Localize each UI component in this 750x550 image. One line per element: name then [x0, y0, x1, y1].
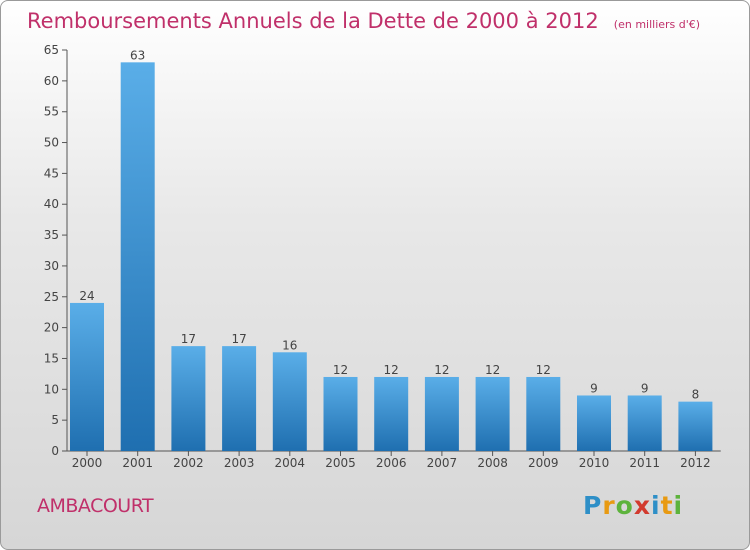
x-tick-label: 2006 — [376, 456, 407, 470]
chart-title-main: Remboursements Annuels de la Dette de 20… — [27, 9, 599, 33]
bar-2010 — [577, 395, 611, 451]
bar-2008 — [475, 376, 510, 451]
bar-2011 — [627, 395, 662, 451]
bar-value-label: 12 — [333, 363, 348, 377]
bar-value-label: 17 — [181, 332, 196, 346]
y-tick-label: 65 — [44, 43, 59, 57]
y-tick-label: 35 — [44, 228, 59, 242]
bar-value-label: 12 — [485, 363, 500, 377]
y-tick-label: 40 — [44, 197, 59, 211]
x-tick-label: 2012 — [680, 456, 711, 470]
commune-name: AMBACOURT — [37, 495, 154, 517]
chart-title: Remboursements Annuels de la Dette de 20… — [27, 9, 700, 33]
bar-value-label: 12 — [434, 363, 449, 377]
x-tick-label: 2002 — [173, 456, 204, 470]
x-tick-label: 2004 — [275, 456, 306, 470]
x-tick-label: 2010 — [579, 456, 610, 470]
x-tick-label: 2005 — [325, 456, 356, 470]
bar-2007 — [424, 376, 459, 451]
bar-value-label: 9 — [590, 381, 598, 395]
x-tick-label: 2001 — [122, 456, 153, 470]
x-tick-label: 2009 — [528, 456, 559, 470]
bar-2003 — [222, 346, 257, 451]
bar-value-label: 9 — [641, 381, 649, 395]
bar-2005 — [323, 376, 358, 451]
x-tick-label: 2000 — [72, 456, 103, 470]
bar-2004 — [272, 352, 307, 451]
x-tick-label: 2011 — [629, 456, 660, 470]
y-tick-label: 60 — [44, 74, 59, 88]
bar-2002 — [171, 346, 206, 451]
x-tick-label: 2008 — [477, 456, 508, 470]
bar-2001 — [120, 62, 155, 451]
bar-value-label: 8 — [692, 388, 700, 402]
bar-value-label: 24 — [79, 289, 94, 303]
x-tick-label: 2007 — [427, 456, 458, 470]
y-tick-label: 5 — [51, 413, 59, 427]
bar-value-label: 63 — [130, 48, 145, 62]
bar-value-label: 16 — [282, 338, 297, 352]
y-tick-label: 0 — [51, 444, 59, 458]
y-tick-label: 10 — [44, 382, 59, 396]
bar-2000 — [70, 302, 104, 451]
bar-value-label: 12 — [536, 363, 551, 377]
bar-value-label: 17 — [231, 332, 246, 346]
y-tick-label: 45 — [44, 166, 59, 180]
x-tick-label: 2003 — [224, 456, 255, 470]
y-tick-label: 20 — [44, 321, 59, 335]
chart-title-unit: (en milliers d'€) — [613, 18, 701, 31]
bar-value-label: 12 — [384, 363, 399, 377]
bar-2009 — [526, 376, 561, 451]
bar-2006 — [374, 376, 409, 451]
proxiti-logo: Proxiti — [583, 491, 684, 520]
y-tick-label: 55 — [44, 105, 59, 119]
bar-2012 — [678, 401, 713, 451]
y-tick-label: 15 — [44, 351, 59, 365]
y-tick-label: 25 — [44, 290, 59, 304]
y-tick-label: 30 — [44, 259, 59, 273]
y-tick-label: 50 — [44, 136, 59, 150]
